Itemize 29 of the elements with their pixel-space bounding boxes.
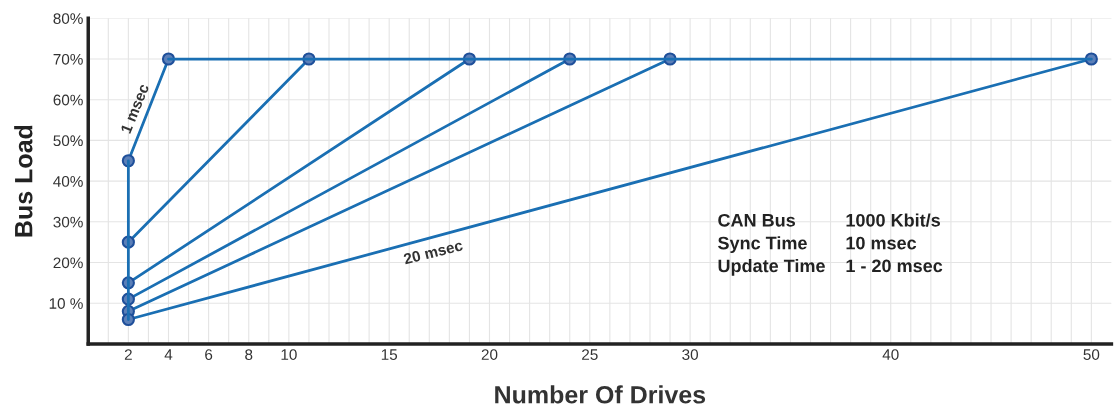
annotation: Sync Time (718, 236, 807, 254)
y-tick-label: 80% (53, 13, 83, 24)
y-tick-label: 20% (53, 257, 83, 269)
annotation: CAN Bus (718, 213, 795, 227)
annotation: 1000 Kbit/s (846, 213, 940, 227)
annotation: 1 - 20 msec (846, 259, 943, 273)
x-tick-label: 8 (245, 349, 253, 360)
y-tick-label: 10 % (49, 298, 83, 309)
y-tick-label: 60% (53, 94, 83, 106)
x-tick-label: 2 (124, 349, 132, 360)
annotation: Update Time (718, 258, 825, 276)
x-tick-label: 10 (281, 349, 297, 360)
y-tick-label: 50% (53, 135, 83, 147)
x-tick-label: 30 (682, 349, 699, 360)
x-tick-label: 40 (882, 349, 899, 360)
annotation: 1 msec (120, 83, 150, 134)
x-tick-label: 15 (381, 349, 398, 360)
y-tick-label: 70% (53, 53, 83, 65)
x-tick-label: 25 (582, 349, 598, 360)
y-axis-title: Bus Load (14, 125, 33, 237)
annotation: 10 msec (846, 236, 917, 250)
annotation: 20 msec (403, 239, 464, 265)
y-tick-label: 40% (53, 175, 83, 187)
x-tick-label: 50 (1083, 349, 1100, 360)
x-tick-label: 20 (481, 349, 498, 360)
y-tick-label: 30% (53, 216, 83, 228)
x-axis-title: Number Of Drives (495, 385, 706, 404)
x-tick-label: 4 (164, 349, 173, 360)
x-tick-label: 6 (205, 349, 213, 360)
